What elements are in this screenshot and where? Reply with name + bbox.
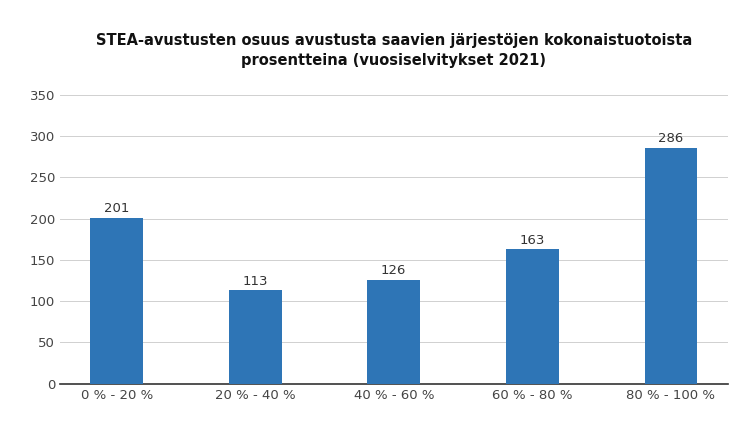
Bar xyxy=(90,218,143,384)
Bar xyxy=(644,148,698,384)
Text: 201: 201 xyxy=(104,202,129,215)
Text: 163: 163 xyxy=(520,234,545,247)
Text: 126: 126 xyxy=(381,264,406,277)
Title: STEA-avustusten osuus avustusta saavien järjestöjen kokonaistuotoista
prosenttei: STEA-avustusten osuus avustusta saavien … xyxy=(96,33,692,68)
Text: 286: 286 xyxy=(658,132,683,145)
Text: 113: 113 xyxy=(242,275,268,288)
Bar xyxy=(506,249,559,384)
Bar xyxy=(229,290,281,384)
Bar xyxy=(368,280,420,384)
